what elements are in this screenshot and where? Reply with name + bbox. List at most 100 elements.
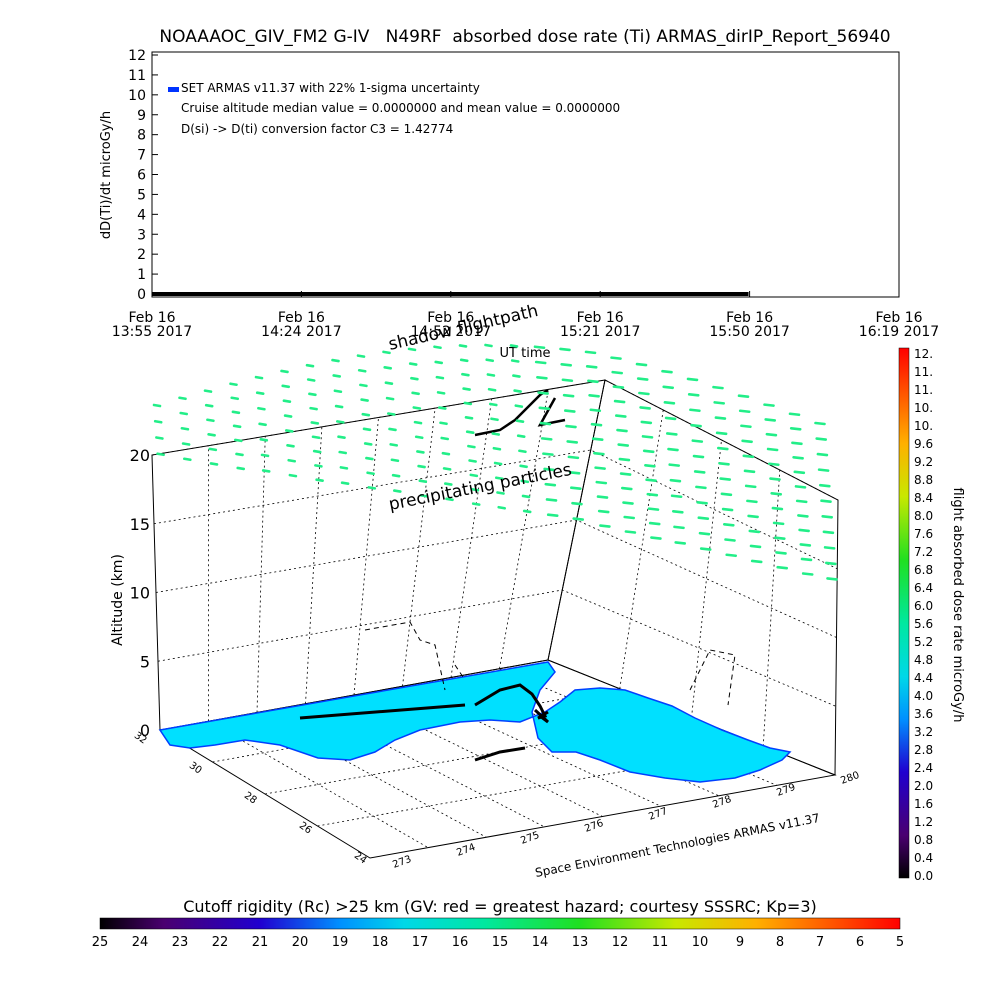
particle-mark: [562, 393, 575, 398]
particle-mark: [305, 363, 315, 368]
particle-mark: [386, 412, 396, 416]
particle-mark: [773, 536, 786, 540]
particle-mark: [363, 442, 373, 446]
bottom-colorbar-tick-label: 25: [92, 935, 109, 950]
particle-mark: [493, 461, 503, 466]
altitude-grid-line: [153, 449, 838, 570]
bottom-colorbar-tick-label: 8: [776, 935, 784, 950]
particle-mark: [740, 424, 752, 429]
particle-mark: [254, 375, 264, 380]
particle-mark: [770, 492, 783, 496]
particle-mark: [153, 419, 163, 424]
bottom-colorbar-tick-label: 20: [292, 935, 309, 950]
latitude-tick-label: 28: [242, 790, 259, 806]
x-tick-time: 16:19 2017: [859, 324, 939, 340]
wall-grid-line: [762, 469, 781, 747]
particle-mark: [686, 377, 699, 382]
y-tick-label: 11: [128, 68, 146, 84]
particle-mark: [595, 480, 608, 485]
right-colorbar-tick-label: 9.2: [914, 455, 933, 469]
particle-mark: [624, 530, 637, 534]
particle-mark: [408, 362, 418, 366]
particle-mark: [391, 473, 401, 478]
particle-mark: [281, 384, 291, 389]
particle-mark: [789, 426, 802, 431]
x-tick-time: 14:52 2017: [411, 324, 491, 340]
particle-mark: [668, 463, 681, 467]
wall-grid-line: [619, 409, 664, 689]
particle-mark: [288, 473, 298, 478]
three-d-flight-plot: shadow flightpath precipitating particle…: [110, 301, 861, 880]
bottom-colorbar-ticks: 25 24 23 22 21 20 19 18 17 16 15 14 13 12 11 10 9 8 7 6 5: [92, 935, 904, 950]
particle-mark: [788, 412, 801, 417]
particle-mark: [156, 452, 165, 457]
particle-mark: [306, 378, 316, 382]
right-colorbar-label: flight absorbed dose rate microGy/h: [950, 488, 965, 723]
particle-mark: [283, 414, 293, 418]
particle-mark: [674, 541, 687, 545]
particle-mark: [257, 406, 266, 411]
particle-mark: [567, 455, 580, 460]
particle-mark: [794, 485, 807, 489]
particle-mark: [204, 403, 214, 408]
bottom-colorbar-tick-label: 17: [412, 935, 429, 950]
particle-mark: [559, 347, 571, 352]
particle-mark: [599, 524, 611, 528]
particle-mark: [561, 378, 574, 383]
legend-entry: SET ARMAS v11.37 with 22% 1-sigma uncert…: [181, 81, 480, 95]
particle-mark: [641, 435, 654, 439]
particle-mark: [542, 452, 554, 456]
particle-mark: [590, 422, 603, 427]
particle-mark: [384, 381, 394, 385]
particle-mark: [340, 481, 350, 485]
particle-mark: [713, 401, 726, 405]
particle-mark: [569, 486, 582, 491]
particle-mark: [414, 435, 424, 440]
particle-mark: [817, 468, 830, 472]
right-colorbar-tick-label: 8.0: [914, 509, 933, 523]
particle-mark: [795, 499, 808, 504]
particle-mark: [388, 427, 397, 432]
particle-mark: [416, 450, 425, 454]
particle-mark: [670, 494, 683, 499]
particle-mark: [622, 501, 634, 505]
longitude-tick-label: 277: [647, 806, 669, 823]
particle-mark: [334, 404, 344, 409]
right-colorbar-tick-label: 1.2: [914, 815, 933, 829]
particle-mark: [258, 422, 267, 427]
particle-mark: [623, 515, 636, 520]
longitude-tick-label: 275: [519, 830, 541, 847]
y-tick-label: 6: [137, 168, 146, 184]
right-colorbar-tick-label: 6.4: [914, 581, 933, 595]
particle-mark: [824, 561, 837, 566]
particle-mark: [310, 421, 320, 425]
y-tick-label: 9: [137, 108, 146, 124]
particle-mark: [718, 462, 730, 466]
particle-mark: [596, 495, 609, 499]
x-tick-date: Feb 16: [577, 310, 624, 326]
particle-mark: [178, 396, 187, 401]
particle-mark: [390, 458, 400, 463]
particle-mark: [644, 463, 656, 468]
particle-mark: [648, 521, 661, 526]
particle-mark: [389, 443, 399, 447]
particle-mark: [463, 401, 473, 406]
particle-mark: [515, 419, 525, 423]
particle-mark: [418, 479, 428, 484]
particle-mark: [339, 466, 349, 470]
particle-mark: [699, 547, 712, 551]
particle-mark: [287, 458, 297, 463]
particle-mark: [229, 382, 238, 387]
particle-mark: [486, 373, 496, 377]
particle-mark: [663, 401, 676, 405]
longitude-tick-label: 273: [391, 854, 413, 871]
right-colorbar-tick-label: 0.0: [914, 869, 933, 883]
particle-mark: [690, 423, 702, 428]
particle-mark: [469, 473, 479, 478]
floor-grid-line: [256, 712, 487, 838]
bottom-colorbar-tick-label: 13: [572, 935, 589, 950]
particle-mark: [712, 385, 724, 390]
particle-mark: [691, 439, 704, 443]
wall-grid-line: [499, 389, 549, 669]
